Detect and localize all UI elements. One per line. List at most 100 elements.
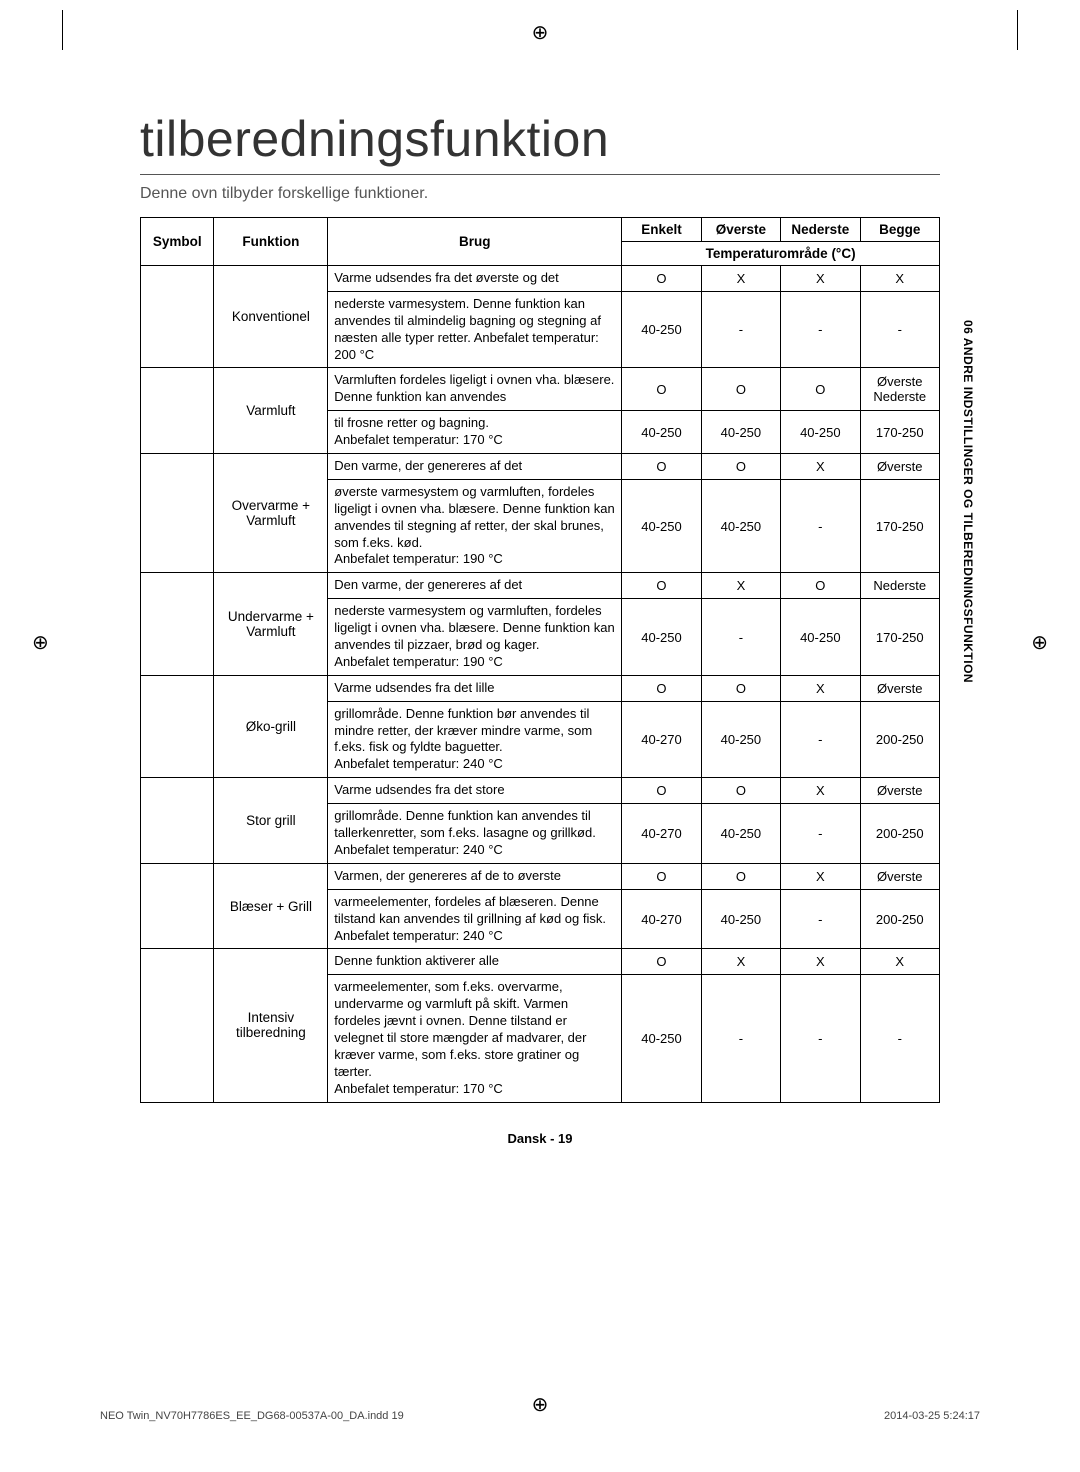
availability-cell: O <box>701 368 780 411</box>
usage-text: Varmluften fordeles ligeligt i ovnen vha… <box>328 368 622 411</box>
temp-range-cell: 170-250 <box>860 479 939 572</box>
symbol-cell <box>141 454 214 573</box>
temp-range-cell: - <box>781 701 860 778</box>
temp-range-cell: 40-270 <box>622 889 701 949</box>
print-footer-right: 2014-03-25 5:24:17 <box>884 1410 980 1422</box>
availability-cell: O <box>622 573 701 599</box>
usage-text: grillområde. Denne funktion kan anvendes… <box>328 804 622 864</box>
temp-range-cell: - <box>860 975 939 1102</box>
availability-cell: O <box>622 368 701 411</box>
temp-range-cell: - <box>701 975 780 1102</box>
availability-cell: X <box>781 675 860 701</box>
availability-cell: O <box>622 454 701 480</box>
th-nederste: Nederste <box>781 218 860 242</box>
print-footer-left: NEO Twin_NV70H7786ES_EE_DG68-00537A-00_D… <box>100 1410 404 1422</box>
usage-text: Varme udsendes fra det store <box>328 778 622 804</box>
temp-range-cell: 200-250 <box>860 804 939 864</box>
temp-range-cell: 40-250 <box>701 804 780 864</box>
availability-cell: O <box>622 949 701 975</box>
availability-cell: X <box>701 266 780 292</box>
availability-cell: Øverste <box>860 863 939 889</box>
availability-cell: X <box>860 266 939 292</box>
usage-text: nederste varmesystem og varmluften, ford… <box>328 599 622 676</box>
temp-range-cell: - <box>701 291 780 368</box>
usage-text: Den varme, der genereres af det <box>328 573 622 599</box>
availability-cell: Øverste <box>860 454 939 480</box>
temp-range-cell: - <box>781 479 860 572</box>
function-name: Øko-grill <box>214 675 328 777</box>
usage-text: til frosne retter og bagning.Anbefalet t… <box>328 411 622 454</box>
functions-table: Symbol Funktion Brug Enkelt Øverste Nede… <box>140 217 940 1103</box>
function-name: Overvarme + Varmluft <box>214 454 328 573</box>
print-footer: NEO Twin_NV70H7786ES_EE_DG68-00537A-00_D… <box>100 1410 980 1422</box>
availability-cell: X <box>781 266 860 292</box>
availability-cell: O <box>781 573 860 599</box>
function-name: Intensiv tilberedning <box>214 949 328 1102</box>
availability-cell: Øverste Nederste <box>860 368 939 411</box>
temp-range-cell: 40-250 <box>622 291 701 368</box>
temp-range-cell: - <box>781 975 860 1102</box>
availability-cell: X <box>781 863 860 889</box>
availability-cell: O <box>622 778 701 804</box>
temp-range-cell: 40-250 <box>701 889 780 949</box>
temp-range-cell: - <box>781 804 860 864</box>
symbol-cell <box>141 675 214 777</box>
temp-range-cell: 40-250 <box>622 411 701 454</box>
availability-cell: O <box>701 454 780 480</box>
availability-cell: Nederste <box>860 573 939 599</box>
temp-range-cell: 40-250 <box>701 701 780 778</box>
symbol-cell <box>141 863 214 949</box>
availability-cell: O <box>701 863 780 889</box>
th-symbol: Symbol <box>141 218 214 266</box>
symbol-cell <box>141 368 214 454</box>
side-tab: 06 ANDRE INDSTILLINGER OG TILBEREDNINGSF… <box>961 320 975 683</box>
th-overste: Øverste <box>701 218 780 242</box>
availability-cell: X <box>701 573 780 599</box>
availability-cell: O <box>622 266 701 292</box>
usage-text: Varme udsendes fra det øverste og det <box>328 266 622 292</box>
availability-cell: Øverste <box>860 778 939 804</box>
availability-cell: O <box>701 675 780 701</box>
intro-text: Denne ovn tilbyder forskellige funktione… <box>140 185 940 203</box>
th-funktion: Funktion <box>214 218 328 266</box>
availability-cell: X <box>781 778 860 804</box>
usage-text: nederste varmesystem. Denne funktion kan… <box>328 291 622 368</box>
symbol-cell <box>141 573 214 675</box>
temp-range-cell: 200-250 <box>860 701 939 778</box>
temp-range-cell: 170-250 <box>860 411 939 454</box>
temp-range-cell: 40-250 <box>622 479 701 572</box>
th-begge: Begge <box>860 218 939 242</box>
availability-cell: O <box>622 675 701 701</box>
temp-range-cell: 170-250 <box>860 599 939 676</box>
symbol-cell <box>141 266 214 368</box>
usage-text: varmeelementer, som f.eks. overvarme, un… <box>328 975 622 1102</box>
temp-range-cell: 40-250 <box>701 479 780 572</box>
availability-cell: X <box>781 454 860 480</box>
th-enkelt: Enkelt <box>622 218 701 242</box>
temp-range-cell: - <box>701 599 780 676</box>
availability-cell: O <box>701 778 780 804</box>
function-name: Varmluft <box>214 368 328 454</box>
footer-page-number: Dansk - 19 <box>140 1131 940 1146</box>
th-brug: Brug <box>328 218 622 266</box>
temp-range-cell: 40-250 <box>701 411 780 454</box>
symbol-cell <box>141 778 214 864</box>
temp-range-cell: 40-250 <box>781 411 860 454</box>
usage-text: grillområde. Denne funktion bør anvendes… <box>328 701 622 778</box>
availability-cell: X <box>860 949 939 975</box>
temp-range-cell: 40-270 <box>622 804 701 864</box>
temp-range-cell: 40-250 <box>622 599 701 676</box>
usage-text: Denne funktion aktiverer alle <box>328 949 622 975</box>
availability-cell: O <box>622 863 701 889</box>
usage-text: Varmen, der genereres af de to øverste <box>328 863 622 889</box>
page-title: tilberedningsfunktion <box>140 110 940 175</box>
temp-range-cell: 40-270 <box>622 701 701 778</box>
function-name: Blæser + Grill <box>214 863 328 949</box>
usage-text: Varme udsendes fra det lille <box>328 675 622 701</box>
temp-range-cell: 40-250 <box>781 599 860 676</box>
function-name: Konventionel <box>214 266 328 368</box>
th-temp-range: Temperaturområde (°C) <box>622 242 940 266</box>
symbol-cell <box>141 949 214 1102</box>
usage-text: Den varme, der genereres af det <box>328 454 622 480</box>
availability-cell: Øverste <box>860 675 939 701</box>
